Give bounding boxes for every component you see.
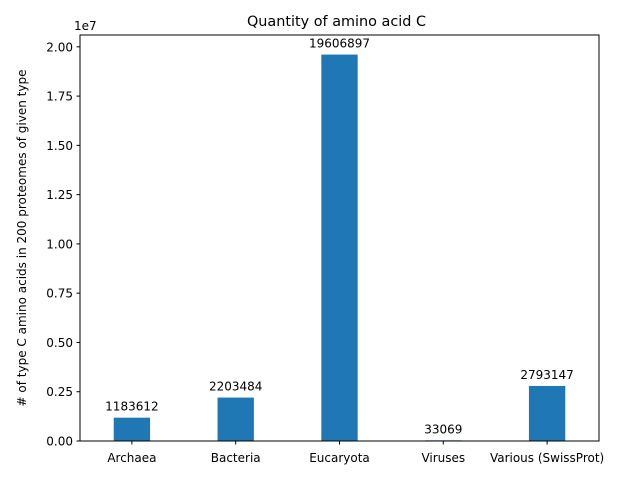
bar-value-label: 2793147	[520, 368, 573, 382]
y-axis-label: # of type C amino acids in 200 proteomes…	[15, 70, 29, 407]
y-tick-label: 2.00	[46, 40, 73, 54]
bar-value-label: 19606897	[309, 37, 370, 51]
bar	[528, 385, 566, 441]
y-tick-label: 1.50	[46, 139, 73, 153]
bar-value-labels: 1183612 2203484 19606897 33069 2793147	[105, 37, 574, 437]
x-axis: Archaea Bacteria Eucaryota Viruses Various (…	[107, 441, 604, 465]
y-tick-label: 1.00	[46, 237, 73, 251]
x-tick-label: Various (SwissProt)	[490, 451, 604, 465]
bars	[113, 54, 566, 441]
y-tick-label: 0.25	[46, 385, 73, 399]
bar-value-label: 1183612	[105, 400, 158, 414]
bar	[321, 54, 358, 441]
bar-value-label: 33069	[424, 422, 462, 436]
y-tick-label: 1.25	[46, 188, 73, 202]
y-tick-label: 1.75	[46, 90, 73, 104]
y-tick-label: 0.00	[46, 435, 73, 449]
chart-title: Quantity of amino acid C	[247, 14, 426, 30]
bar	[113, 417, 151, 441]
y-tick-label: 0.75	[46, 287, 73, 301]
plot-frame	[79, 34, 600, 442]
x-tick-label: Eucaryota	[309, 451, 370, 465]
y-axis: 0.00 0.25 0.50 0.75 1.00 1.25 1.50 1.75 2.00	[46, 40, 80, 449]
x-tick-label: Bacteria	[211, 451, 261, 465]
x-tick-label: Viruses	[421, 451, 465, 465]
bar-value-label: 2203484	[209, 380, 262, 394]
x-tick-label: Archaea	[107, 451, 156, 465]
y-tick-label: 0.50	[46, 336, 73, 350]
y-axis-offset-label: 1e7	[74, 19, 97, 33]
bar	[217, 397, 254, 441]
